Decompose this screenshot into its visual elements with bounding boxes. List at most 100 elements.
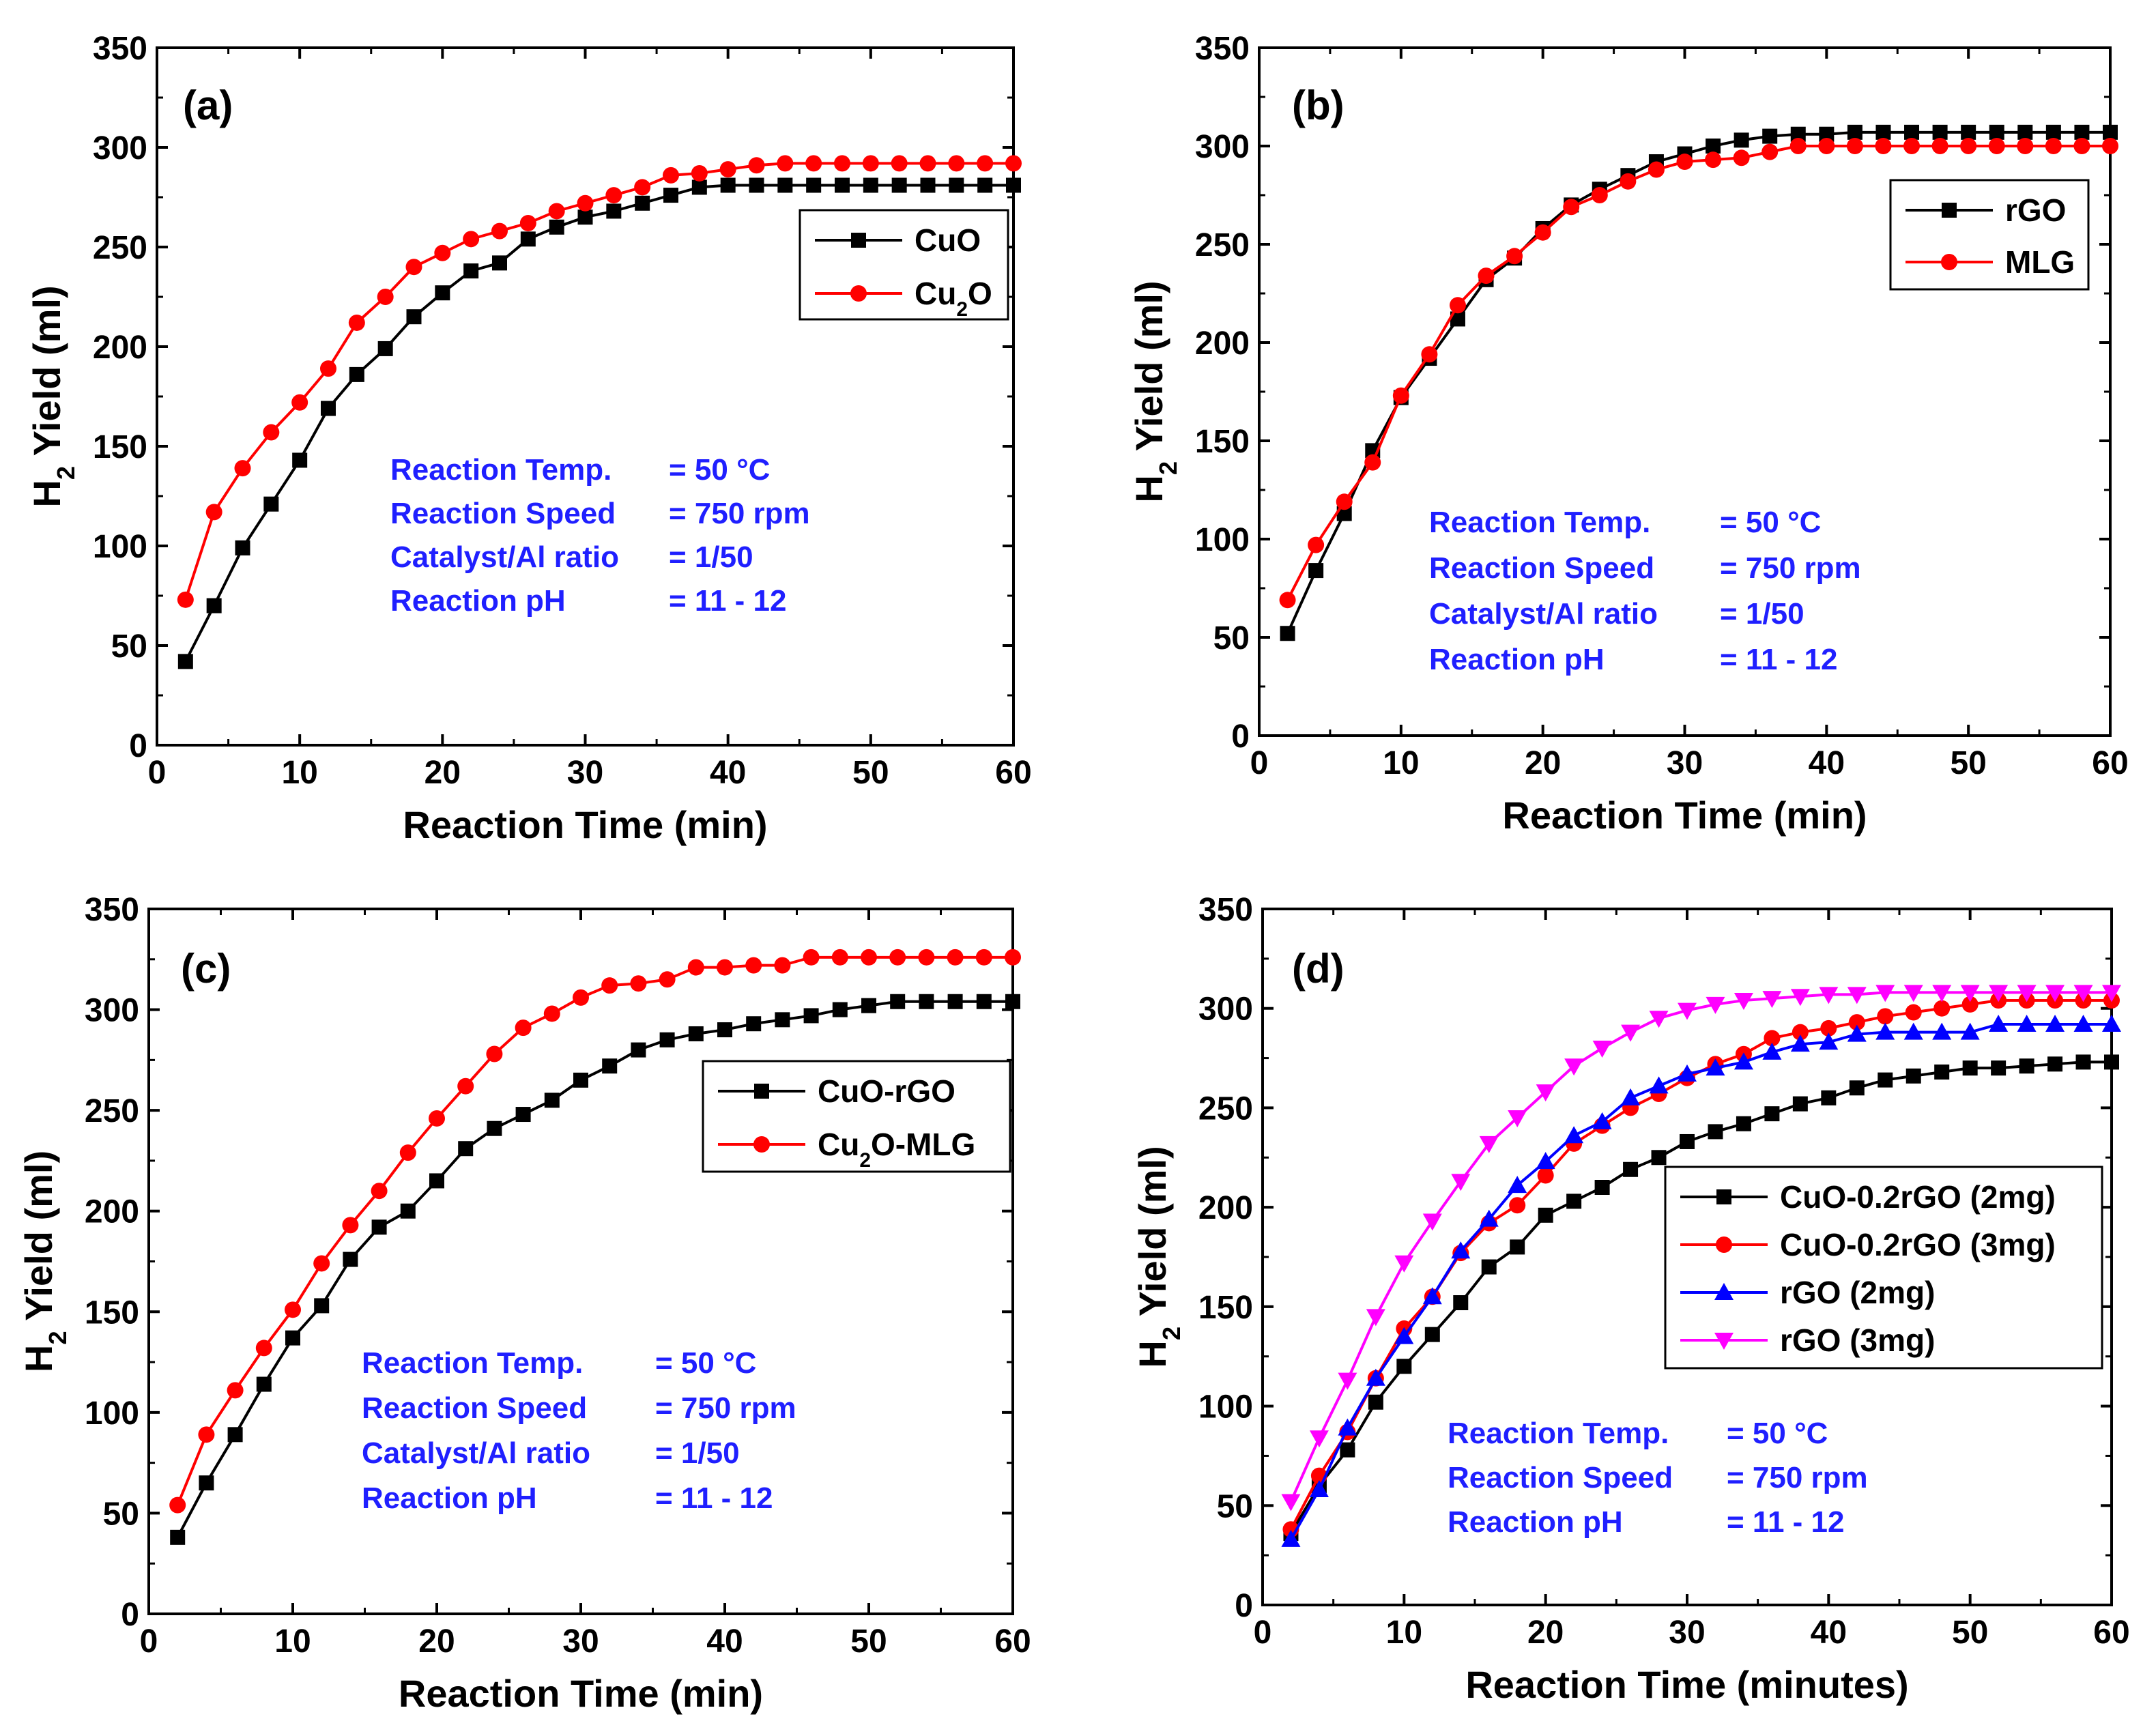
- panel-a-legend-label: Cu2O: [915, 276, 992, 321]
- panel-c-data-point: [717, 959, 733, 976]
- panel-c-y-tick-label: 50: [103, 1496, 139, 1532]
- panel-b-x-tick-label: 40: [1809, 745, 1845, 781]
- panel-b-x-tick-label: 30: [1667, 745, 1703, 781]
- panel-d-y-tick-label: 200: [1198, 1190, 1253, 1226]
- panel-a-legend-label-main: CuO: [915, 222, 981, 258]
- panel-b-data-point: [2045, 138, 2062, 154]
- panel-c-data-point: [400, 1203, 416, 1219]
- panel-a-legend-label: CuO: [915, 222, 981, 258]
- panel-c-x-tick-label: 40: [706, 1623, 743, 1660]
- panel-d-data-point: [1905, 1004, 1922, 1021]
- panel-a-annotation-value: = 11 - 12: [669, 584, 786, 618]
- panel-a-data-point: [406, 309, 422, 325]
- panel-a-annotations: Reaction Temp. = 50 °C Reaction Speed = 750…: [390, 453, 810, 618]
- panel-d-y-tick-label: 100: [1198, 1389, 1253, 1426]
- panel-d-data-point: [1932, 985, 1952, 1002]
- panel-d-legend-marker: [1716, 1189, 1731, 1204]
- panel-b-data-point: [1591, 187, 1608, 203]
- panel-c-data-point: [976, 994, 992, 1009]
- panel-b-data-point: [1875, 124, 1891, 140]
- panel-c-data-point: [1005, 994, 1020, 1009]
- panel-d-data-point: [2073, 985, 2093, 1002]
- panel-b-data-point: [1648, 161, 1665, 178]
- panel-d-annotations: Reaction Temp. = 50 °C Reaction Speed = 750…: [1448, 1417, 1868, 1539]
- panel-d-legend-label: rGO (2mg): [1780, 1275, 1935, 1310]
- panel-d-data-point: [2102, 985, 2121, 1002]
- panel-c-legend-label-main: Cu: [818, 1127, 859, 1162]
- panel-d-data-point: [1792, 1024, 1809, 1041]
- panel-a-data-point: [977, 177, 993, 193]
- panel-b-y-tick-label: 150: [1195, 424, 1250, 460]
- panel-d-data-point: [1962, 1060, 1978, 1076]
- panel-d-data-point: [1564, 1126, 1584, 1144]
- panel-b-data-point: [1280, 626, 1295, 641]
- panel-b-data-point: [1392, 387, 1409, 404]
- panel-b-data-point: [1903, 138, 1921, 154]
- panel-c-data-point: [688, 1026, 704, 1041]
- panel-b-data-point: [1961, 124, 1976, 140]
- panel-d-data-point: [1875, 985, 1895, 1002]
- panel-c-data-point: [371, 1219, 387, 1235]
- panel-a-data-point: [491, 222, 508, 240]
- panel-c-data-point: [687, 959, 704, 976]
- panel-a-data-point: [520, 231, 536, 247]
- panel-a-data-point: [605, 187, 622, 204]
- panel-c-x-tick-label: 0: [140, 1623, 158, 1660]
- panel-b-y-tick-label: 50: [1213, 620, 1250, 656]
- panel-b-x-axis-title: Reaction Time (min): [1502, 794, 1867, 837]
- panel-c-data-point: [975, 949, 992, 966]
- panel-a-data-point: [663, 167, 679, 184]
- panel-c-data-point: [918, 949, 935, 966]
- panel-c-data-point: [889, 949, 906, 966]
- panel-a-data-point: [177, 591, 194, 608]
- panel-c-data-point: [285, 1301, 301, 1318]
- panel-d-data-point: [1960, 985, 1980, 1002]
- panel-d-data-point: [1734, 993, 1753, 1011]
- panel-d-legend-label-main: rGO (2mg): [1780, 1275, 1935, 1310]
- panel-a-data-point: [949, 177, 964, 193]
- panel-b-y-axis-title-rest: Yield (ml): [1127, 280, 1170, 461]
- panel-b-data-point: [1364, 454, 1381, 471]
- panel-d-data-point: [1933, 1000, 1951, 1017]
- panel-d-annotation-label: Reaction pH: [1448, 1505, 1623, 1539]
- panel-b-annotation-label: Reaction pH: [1429, 643, 1605, 676]
- panel-b-legend: rGO MLG: [1889, 179, 2090, 291]
- panel-d-panel-label: (d): [1292, 946, 1344, 992]
- panel-d-data-point: [1510, 1239, 1525, 1255]
- panel-d-y-tick-label: 250: [1198, 1090, 1253, 1127]
- panel-a-data-point: [235, 540, 250, 555]
- panel-c-annotation-label: Catalyst/Al ratio: [362, 1436, 590, 1470]
- panel-b-data-point: [1790, 126, 1806, 142]
- panel-a-y-tick-label: 300: [93, 130, 147, 167]
- panel-c-data-point: [947, 994, 963, 1009]
- panel-d-data-point: [1706, 1058, 1725, 1076]
- panel-a-data-point: [206, 598, 222, 613]
- panel-c-y-tick-label: 300: [85, 993, 139, 1029]
- panel-c-data-point: [429, 1173, 444, 1189]
- panel-c-annotation-label: Reaction pH: [362, 1481, 537, 1515]
- panel-c-series-1: [169, 949, 1021, 1514]
- panel-d-x-tick-label: 30: [1669, 1615, 1705, 1651]
- panel-d-data-point: [1309, 1479, 1329, 1497]
- panel-b-legend-marker: [1941, 254, 1957, 270]
- panel-d-data-point: [1651, 1150, 1667, 1166]
- panel-b-annotation-label: Reaction Speed: [1429, 551, 1654, 585]
- panel-d-data-point: [2104, 1054, 2119, 1070]
- panel-d-data-point: [1340, 1442, 1355, 1458]
- panel-d-data-point: [1764, 1030, 1781, 1047]
- panel-c-data-point: [947, 949, 964, 966]
- panel-a-data-point: [834, 155, 850, 172]
- panel-a-data-point: [234, 460, 251, 477]
- panel-a-data-point: [263, 424, 280, 441]
- panel-c-data-point: [515, 1107, 531, 1123]
- panel-d-data-point: [2102, 1015, 2121, 1032]
- panel-d-data-point: [1875, 1022, 1895, 1040]
- panel-c-data-point: [199, 1475, 214, 1491]
- panel-c-legend-marker: [754, 1084, 769, 1099]
- panel-a-data-point: [863, 177, 878, 193]
- panel-c-y-axis-title: H2 Yield (ml): [17, 1151, 72, 1372]
- panel-d-data-point: [1479, 1209, 1499, 1227]
- panel-a-data-point: [263, 496, 279, 512]
- panel-d-data-point: [1762, 1042, 1782, 1060]
- panel-c-annotation-value: = 1/50: [655, 1436, 740, 1470]
